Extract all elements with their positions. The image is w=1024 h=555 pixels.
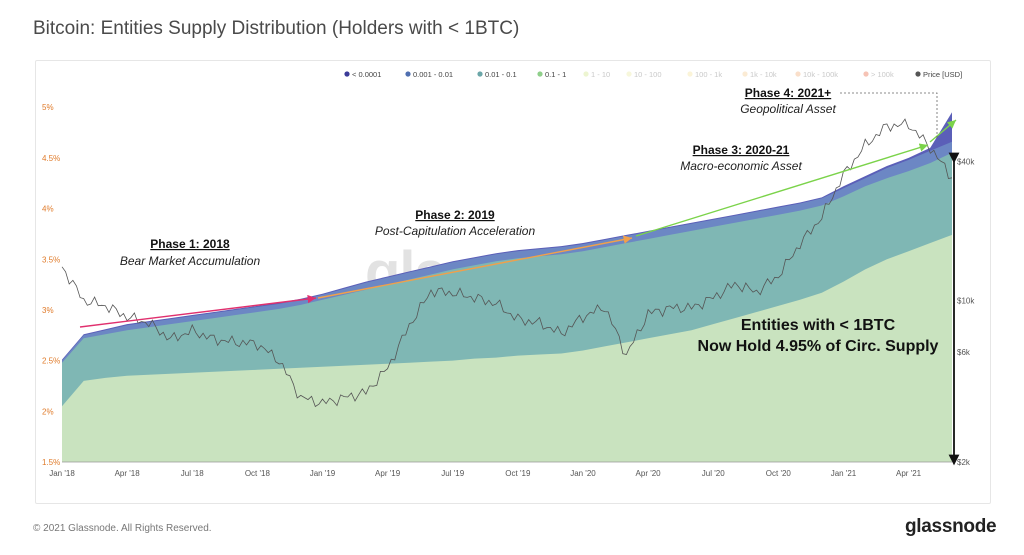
- price-line-group: [61, 118, 953, 408]
- phase-3-subtitle: Macro-economic Asset: [680, 159, 802, 173]
- legend-dot-0: [344, 71, 350, 77]
- phase-1-subtitle: Bear Market Accumulation: [120, 254, 261, 268]
- y-right-tick-0: $2k: [957, 458, 971, 467]
- x-tick-9: Apr '20: [636, 469, 662, 478]
- x-tick-2: Jul '18: [181, 469, 204, 478]
- x-tick-8: Jan '20: [570, 469, 596, 478]
- legend-label-4: 1 - 10: [591, 70, 610, 79]
- legend-dot-5: [626, 71, 632, 77]
- x-tick-3: Oct '18: [245, 469, 271, 478]
- legend-label-9: > 100k: [871, 70, 894, 79]
- legend-label-10: Price [USD]: [923, 70, 962, 79]
- phase-arrow-4: [929, 119, 957, 143]
- phase-annotations: Phase 1: 2018 Bear Market Accumulation Pha…: [79, 86, 960, 466]
- phase-4-title: Phase 4: 2021+: [745, 86, 831, 100]
- y-right-tick-1: $6k: [957, 348, 971, 357]
- x-tick-10: Jul '20: [702, 469, 725, 478]
- x-tick-12: Jan '21: [831, 469, 857, 478]
- legend-label-1: 0.001 - 0.01: [413, 70, 453, 79]
- y-left-tick-0: 1.5%: [42, 458, 60, 467]
- area-series-group: [62, 112, 952, 463]
- y-right-tick-2: $10k: [957, 297, 975, 306]
- legend-dot-9: [863, 71, 869, 77]
- x-tick-13: Apr '21: [896, 469, 922, 478]
- axis-group: 1.5% 2% 2.5% 3% 3.5% 4% 4.5% 5% Jan '18 Apr '18 Ju…: [42, 103, 975, 478]
- legend-dot-8: [795, 71, 801, 77]
- glassnode-logo: glassnode: [905, 516, 997, 537]
- legend-dot-4: [583, 71, 589, 77]
- y-left-tick-5: 4%: [42, 205, 54, 214]
- legend-label-3: 0.1 - 1: [545, 70, 566, 79]
- y-left-tick-3: 3%: [42, 306, 54, 315]
- phase-4-subtitle: Geopolitical Asset: [740, 102, 836, 116]
- y-left-tick-1: 2%: [42, 407, 54, 416]
- legend-dot-6: [687, 71, 693, 77]
- x-tick-1: Apr '18: [115, 469, 141, 478]
- legend-dot-3: [537, 71, 543, 77]
- legend-dot-2: [477, 71, 483, 77]
- phase-1-title: Phase 1: 2018: [150, 237, 230, 251]
- copyright-text: © 2021 Glassnode. All Rights Reserved.: [33, 523, 212, 534]
- x-tick-0: Jan '18: [49, 469, 75, 478]
- y-left-tick-7: 5%: [42, 103, 54, 112]
- page-title: Bitcoin: Entities Supply Distribution (H…: [33, 18, 520, 39]
- x-tick-4: Jan '19: [310, 469, 336, 478]
- legend-dot-10: [915, 71, 921, 77]
- callout-line-2: Now Hold 4.95% of Circ. Supply: [698, 338, 939, 355]
- callout-line-1: Entities with < 1BTC: [741, 317, 896, 334]
- phase-2-title: Phase 2: 2019: [415, 208, 495, 222]
- y-left-tick-2: 2.5%: [42, 357, 60, 366]
- legend-label-7: 1k - 10k: [750, 70, 777, 79]
- legend-label-6: 100 - 1k: [695, 70, 722, 79]
- price-line: [61, 118, 953, 408]
- legend-label-0: < 0.0001: [352, 70, 381, 79]
- y-left-tick-6: 4.5%: [42, 154, 60, 163]
- x-tick-11: Oct '20: [766, 469, 792, 478]
- phase-arrow-1: [79, 294, 317, 328]
- legend-label-8: 10k - 100k: [803, 70, 838, 79]
- phase-3-title: Phase 3: 2020-21: [693, 143, 790, 157]
- legend-dot-1: [405, 71, 411, 77]
- area-0-1-1: [62, 234, 952, 462]
- legend-dot-7: [742, 71, 748, 77]
- phase-4-dotted-guide: [840, 92, 938, 140]
- phase-2-subtitle: Post-Capitulation Acceleration: [375, 224, 536, 238]
- x-tick-6: Jul '19: [441, 469, 464, 478]
- phase-arrow-2: [317, 235, 633, 299]
- phase-arrow-3: [635, 143, 929, 237]
- legend-label-2: 0.01 - 0.1: [485, 70, 517, 79]
- legend-label-5: 10 - 100: [634, 70, 662, 79]
- chart-legend: < 0.0001 0.001 - 0.01 0.01 - 0.1 0.1 - 1 1 -…: [344, 70, 962, 79]
- x-tick-7: Oct '19: [505, 469, 531, 478]
- x-tick-5: Apr '19: [375, 469, 401, 478]
- y-right-tick-3: $40k: [957, 158, 975, 167]
- y-left-tick-4: 3.5%: [42, 255, 60, 264]
